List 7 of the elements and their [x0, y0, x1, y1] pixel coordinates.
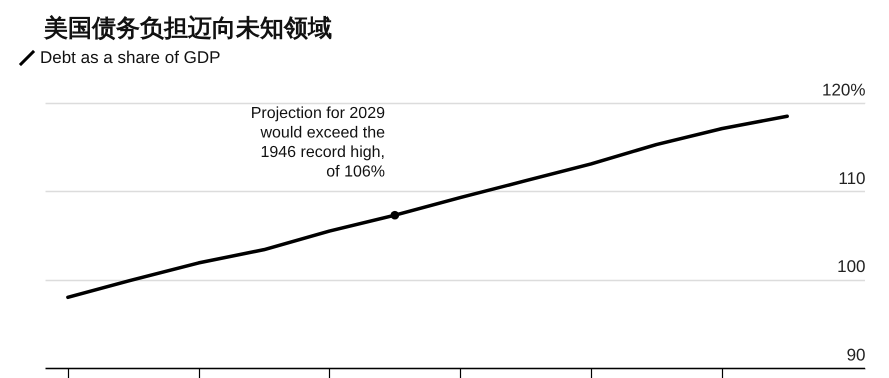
annotation: Projection for 2029 would exceed the 1946 record high, of 106%	[250, 105, 386, 180]
legend-label: Debt as a share of GDP	[40, 48, 220, 67]
y-tick-label: 90	[846, 346, 866, 364]
y-tick-label: 110	[838, 168, 866, 188]
y-tick-label: 120%	[822, 80, 866, 100]
y-tick-label: 100	[837, 257, 866, 276]
chart-title: 美国债务负担迈向未知领域	[43, 14, 332, 42]
